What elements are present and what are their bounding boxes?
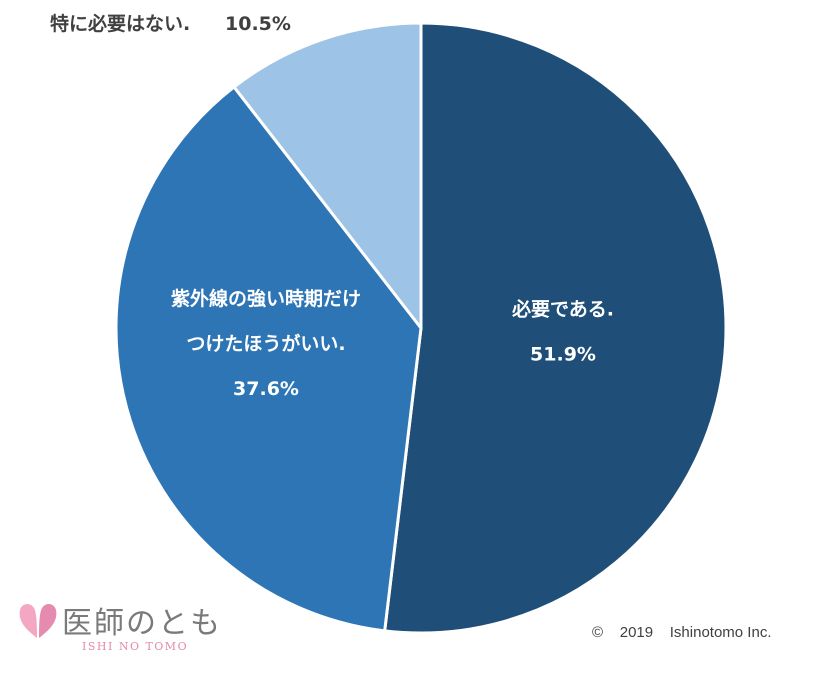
- logo-english-text: ISHI NO TOMO: [82, 640, 189, 653]
- slice-value-label-2: 37.6%: [233, 378, 299, 400]
- slice-value-label-1: 51.9%: [530, 344, 596, 366]
- logo-japanese-text: 医師のとも: [62, 606, 222, 641]
- pie-slice-1: [383, 21, 728, 635]
- copyright-notice: © 2019 Ishinotomo Inc.: [592, 624, 772, 641]
- slice-category-label-2: つけたほうがいい.: [186, 332, 345, 355]
- slice-value-label-3: 10.5%: [225, 13, 291, 35]
- two-pink-hearts-icon: [19, 604, 57, 638]
- pie-slice-3: [232, 21, 423, 330]
- pie-slice-2: [114, 85, 423, 633]
- ishinotomo-logo: 医師のとも ISHI NO TOMO: [18, 596, 248, 662]
- slice-category-label-2: 紫外線の強い時期だけ: [171, 287, 361, 310]
- slice-category-label-1: 必要である.: [511, 298, 614, 321]
- slice-category-label-3: 特に必要はない.: [50, 12, 190, 35]
